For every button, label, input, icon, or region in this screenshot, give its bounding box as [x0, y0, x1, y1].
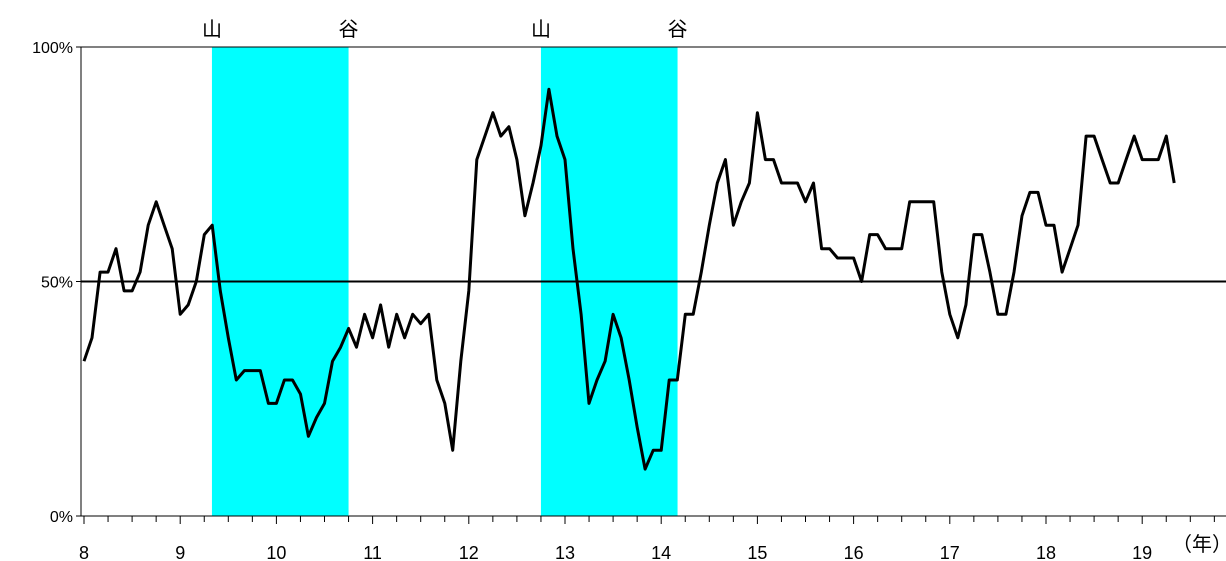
x-tick-label-8: 8	[79, 543, 89, 561]
y-tick-label-0: 0%	[50, 509, 73, 526]
x-tick-label-12: 12	[459, 543, 479, 561]
trough-label-1: 谷	[339, 17, 359, 41]
trough-label-2: 谷	[668, 17, 688, 41]
x-tick-label-14: 14	[651, 543, 671, 561]
y-tick-label-1: 50%	[41, 275, 73, 292]
series-line-1	[82, 87, 1176, 471]
labels: 山 谷 山 谷 0% 50% 100% 8 9 10 11 12 13 14 15 16 17 18 19	[32, 17, 1152, 561]
x-tick-label-15: 15	[747, 543, 767, 561]
x-tick-label-13: 13	[555, 543, 575, 561]
x-tick-label-16: 16	[844, 543, 864, 561]
y-tick-label-2: 100%	[32, 40, 73, 57]
x-tick-label-11: 11	[363, 543, 382, 561]
x-tick-label-9: 9	[175, 543, 185, 561]
axes	[76, 46, 1226, 524]
series-line-group	[82, 87, 1176, 471]
x-tick-label-19: 19	[1132, 543, 1152, 561]
x-tick-label-17: 17	[940, 543, 960, 561]
x-axis-unit-label: （年）	[1172, 532, 1226, 556]
x-tick-label-18: 18	[1036, 543, 1056, 561]
peak-label-1: 山	[202, 17, 222, 41]
peak-label-2: 山	[531, 17, 551, 41]
x-tick-label-10: 10	[266, 543, 286, 561]
